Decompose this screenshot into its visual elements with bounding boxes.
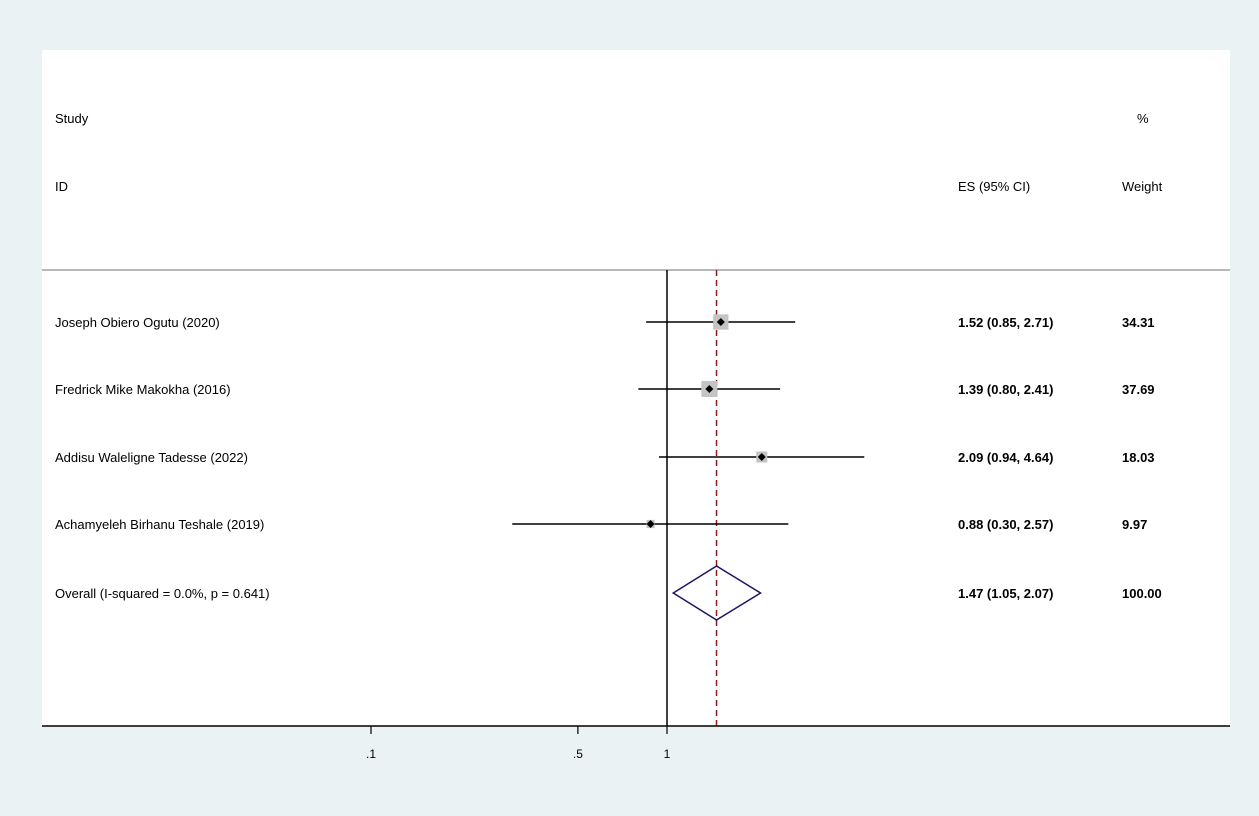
study-row: Fredrick Mike Makokha (2016) 1.39 (0.80, …	[55, 381, 1155, 397]
study-row: Addisu Waleligne Tadesse (2022) 2.09 (0.9…	[55, 450, 1155, 465]
header-study: Study	[55, 111, 89, 126]
study-row: Joseph Obiero Ogutu (2020) 1.52 (0.85, 2.…	[55, 314, 1155, 330]
x-tick-label: .5	[573, 747, 583, 761]
header-es: ES (95% CI)	[958, 179, 1030, 194]
study-label: Joseph Obiero Ogutu (2020)	[55, 315, 220, 330]
header-weight-pct: %	[1137, 111, 1149, 126]
point-estimate	[716, 318, 725, 326]
es-value: 1.39 (0.80, 2.41)	[958, 382, 1053, 397]
overall-row: Overall (I-squared = 0.0%, p = 0.641) 1.4…	[55, 565, 1162, 621]
header-id: ID	[55, 179, 68, 194]
point-estimate	[757, 453, 766, 461]
weight-value: 37.69	[1122, 382, 1155, 397]
study-label: Fredrick Mike Makokha (2016)	[55, 382, 231, 397]
x-tick-label: 1	[664, 747, 671, 761]
x-tick-label: .1	[366, 747, 376, 761]
overall-diamond	[671, 565, 762, 621]
overall-weight-value: 100.00	[1122, 586, 1162, 601]
weight-value: 18.03	[1122, 450, 1155, 465]
header-weight: Weight	[1122, 179, 1163, 194]
weight-value: 34.31	[1122, 315, 1155, 330]
es-value: 2.09 (0.94, 4.64)	[958, 450, 1053, 465]
weight-value: 9.97	[1122, 517, 1147, 532]
es-value: 0.88 (0.30, 2.57)	[958, 517, 1053, 532]
point-estimate	[705, 385, 714, 393]
es-value: 1.52 (0.85, 2.71)	[958, 315, 1053, 330]
study-label: Achamyeleh Birhanu Teshale (2019)	[55, 517, 264, 532]
point-estimate	[646, 520, 655, 528]
plot-panel	[42, 50, 1230, 726]
study-row: Achamyeleh Birhanu Teshale (2019) 0.88 (0…	[55, 517, 1147, 532]
overall-es-value: 1.47 (1.05, 2.07)	[958, 586, 1053, 601]
overall-label: Overall (I-squared = 0.0%, p = 0.641)	[55, 586, 270, 601]
study-label: Addisu Waleligne Tadesse (2022)	[55, 450, 248, 465]
